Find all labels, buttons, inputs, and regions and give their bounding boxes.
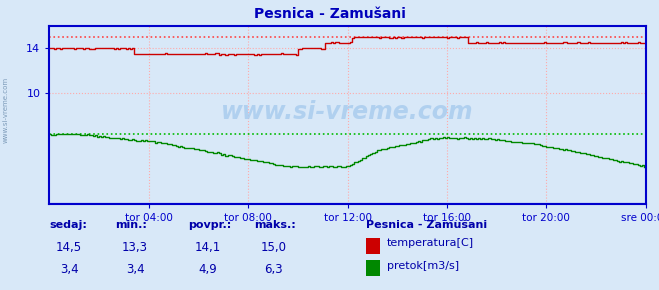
Text: povpr.:: povpr.: <box>188 220 231 230</box>
Text: min.:: min.: <box>115 220 147 230</box>
Text: temperatura[C]: temperatura[C] <box>387 238 474 249</box>
Text: 14,5: 14,5 <box>56 241 82 254</box>
Text: www.si-vreme.com: www.si-vreme.com <box>221 100 474 124</box>
Text: 6,3: 6,3 <box>264 263 283 276</box>
Text: www.si-vreme.com: www.si-vreme.com <box>2 77 9 143</box>
Text: pretok[m3/s]: pretok[m3/s] <box>387 261 459 271</box>
Text: maks.:: maks.: <box>254 220 295 230</box>
Text: 13,3: 13,3 <box>122 241 148 254</box>
Text: 3,4: 3,4 <box>126 263 144 276</box>
Text: Pesnica - Zamušani: Pesnica - Zamušani <box>366 220 487 230</box>
Text: sedaj:: sedaj: <box>49 220 87 230</box>
Text: Pesnica - Zamušani: Pesnica - Zamušani <box>254 7 405 21</box>
Text: 15,0: 15,0 <box>260 241 287 254</box>
Text: 3,4: 3,4 <box>60 263 78 276</box>
Text: 14,1: 14,1 <box>194 241 221 254</box>
Text: 4,9: 4,9 <box>198 263 217 276</box>
